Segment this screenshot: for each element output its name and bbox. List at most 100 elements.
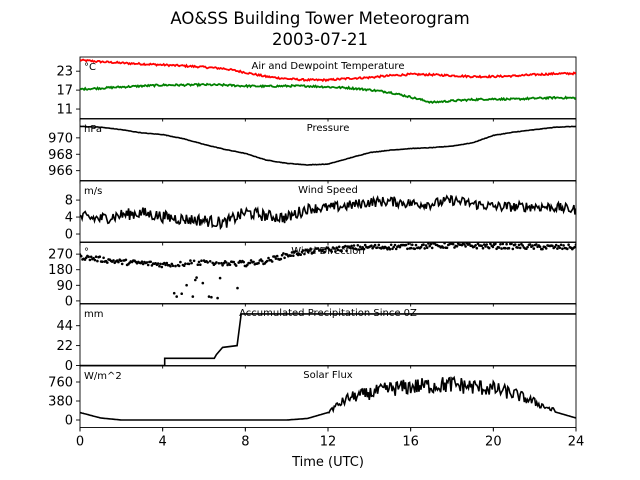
x-tick-label: 4 bbox=[159, 435, 167, 450]
wind-direction-point bbox=[290, 251, 294, 254]
wind-direction-point bbox=[172, 291, 176, 295]
wind-direction-point bbox=[518, 246, 522, 250]
wind-direction-point bbox=[267, 256, 270, 260]
wind-direction-point bbox=[187, 262, 191, 266]
wind-direction-point bbox=[500, 247, 503, 250]
wind-direction-point bbox=[210, 295, 213, 299]
wind-direction-point bbox=[463, 243, 466, 246]
wind-direction-point bbox=[562, 244, 565, 247]
series-line bbox=[80, 125, 576, 166]
wind-direction-point bbox=[497, 246, 501, 249]
y-tick-label: 180 bbox=[48, 263, 73, 278]
wind-direction-point bbox=[222, 261, 226, 265]
wind-direction-point bbox=[510, 242, 513, 246]
wind-direction-point bbox=[169, 265, 172, 268]
wind-direction-point bbox=[476, 242, 480, 245]
wind-direction-point bbox=[309, 247, 312, 250]
wind-direction-point bbox=[218, 276, 222, 280]
x-tick-label: 8 bbox=[241, 435, 249, 450]
wind-direction-point bbox=[406, 247, 409, 251]
wind-direction-point bbox=[521, 244, 524, 247]
wind-direction-point bbox=[191, 295, 195, 298]
plot-area bbox=[80, 194, 576, 231]
wind-direction-point bbox=[163, 261, 166, 265]
wind-direction-point bbox=[361, 246, 365, 249]
wind-direction-point bbox=[504, 246, 507, 250]
series-line bbox=[80, 375, 576, 421]
wind-direction-point bbox=[393, 243, 397, 247]
wind-direction-point bbox=[248, 261, 252, 265]
wind-direction-point bbox=[199, 263, 202, 267]
wind-direction-point bbox=[351, 246, 355, 250]
wind-direction-point bbox=[535, 243, 538, 246]
wind-direction-point bbox=[494, 242, 497, 245]
x-tick-label: 16 bbox=[402, 435, 419, 450]
wind-direction-point bbox=[538, 245, 542, 248]
figure-title-line1: AO&SS Building Tower Meteorogram bbox=[170, 9, 469, 28]
wind-direction-point bbox=[376, 246, 379, 249]
wind-direction-point bbox=[313, 249, 316, 253]
wind-direction-point bbox=[145, 261, 149, 264]
y-tick-label: 970 bbox=[48, 131, 73, 146]
x-tick-label: 0 bbox=[76, 435, 84, 450]
wind-direction-point bbox=[321, 248, 325, 251]
wind-direction-point bbox=[561, 247, 564, 251]
wind-direction-point bbox=[140, 260, 144, 264]
wind-direction-point bbox=[443, 242, 446, 245]
wind-direction-point bbox=[554, 243, 558, 247]
wind-direction-point bbox=[206, 261, 209, 264]
wind-direction-point bbox=[265, 259, 269, 263]
wind-direction-point bbox=[566, 247, 569, 251]
wind-direction-point bbox=[414, 243, 418, 247]
wind-direction-point bbox=[92, 256, 95, 260]
wind-direction-point bbox=[232, 260, 236, 264]
wind-direction-point bbox=[160, 265, 164, 269]
panel-2: 0 4 8 m/s Wind Speed bbox=[65, 180, 577, 246]
wind-direction-point bbox=[337, 245, 341, 249]
wind-direction-point bbox=[195, 276, 198, 279]
wind-direction-point bbox=[303, 252, 306, 256]
wind-direction-point bbox=[273, 255, 277, 258]
wind-direction-point bbox=[280, 253, 284, 257]
wind-direction-point bbox=[192, 259, 196, 263]
wind-direction-point bbox=[386, 248, 389, 251]
wind-direction-point bbox=[334, 250, 337, 253]
wind-direction-point bbox=[362, 247, 366, 251]
wind-direction-point bbox=[184, 262, 187, 266]
y-tick-label: 760 bbox=[48, 376, 73, 391]
y-tick-label: 17 bbox=[56, 84, 73, 99]
y-tick-label: 0 bbox=[65, 228, 73, 243]
wind-direction-point bbox=[316, 247, 320, 250]
wind-direction-point bbox=[208, 260, 212, 263]
wind-direction-point bbox=[475, 246, 479, 250]
y-tick-label: 44 bbox=[56, 319, 73, 334]
wind-direction-point bbox=[98, 255, 102, 258]
wind-direction-point bbox=[221, 264, 224, 267]
plot-area bbox=[80, 58, 576, 104]
wind-direction-point bbox=[358, 245, 362, 249]
wind-direction-point bbox=[101, 260, 104, 264]
wind-direction-point bbox=[551, 244, 554, 248]
wind-direction-point bbox=[119, 259, 123, 263]
wind-direction-point bbox=[177, 264, 181, 268]
wind-direction-point bbox=[511, 247, 515, 251]
wind-direction-point bbox=[531, 244, 534, 247]
wind-direction-point bbox=[544, 247, 548, 250]
plot-area bbox=[80, 242, 576, 300]
y-tick-label: 11 bbox=[56, 103, 73, 118]
plot-area bbox=[80, 375, 576, 421]
wind-direction-point bbox=[249, 259, 253, 262]
wind-direction-point bbox=[482, 243, 486, 246]
wind-direction-point bbox=[404, 243, 408, 247]
wind-direction-point bbox=[189, 259, 192, 262]
wind-direction-point bbox=[228, 263, 232, 267]
precipitation-line bbox=[80, 313, 576, 366]
wind-direction-point bbox=[553, 245, 557, 249]
wind-direction-point bbox=[505, 242, 508, 246]
wind-direction-point bbox=[423, 247, 427, 250]
wind-direction-point bbox=[270, 260, 274, 263]
wind-direction-point bbox=[424, 244, 428, 247]
wind-direction-point bbox=[207, 295, 211, 298]
panel-title: Wind Speed bbox=[298, 185, 358, 196]
